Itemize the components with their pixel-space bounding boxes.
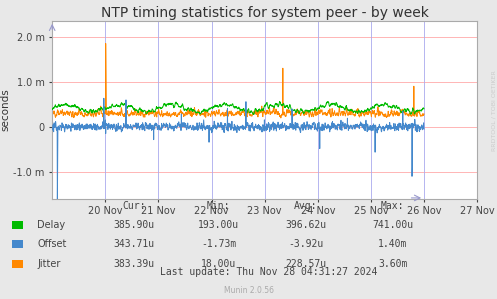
Text: 343.71u: 343.71u bbox=[114, 239, 155, 249]
Text: 383.39u: 383.39u bbox=[114, 259, 155, 269]
Text: 1.40m: 1.40m bbox=[378, 239, 408, 249]
Title: NTP timing statistics for system peer - by week: NTP timing statistics for system peer - … bbox=[101, 6, 428, 20]
Text: 18.00u: 18.00u bbox=[201, 259, 236, 269]
Text: -1.73m: -1.73m bbox=[201, 239, 236, 249]
Text: Last update: Thu Nov 28 04:31:27 2024: Last update: Thu Nov 28 04:31:27 2024 bbox=[160, 267, 377, 277]
Text: 193.00u: 193.00u bbox=[198, 220, 239, 230]
Text: 741.00u: 741.00u bbox=[372, 220, 413, 230]
Text: RRDTOOL / TOBI OETIKER: RRDTOOL / TOBI OETIKER bbox=[491, 70, 496, 151]
Text: Delay: Delay bbox=[37, 220, 66, 230]
Text: Max:: Max: bbox=[381, 201, 405, 211]
Text: Jitter: Jitter bbox=[37, 259, 61, 269]
Y-axis label: seconds: seconds bbox=[0, 89, 10, 131]
Text: Cur:: Cur: bbox=[122, 201, 146, 211]
Text: -3.92u: -3.92u bbox=[288, 239, 323, 249]
Text: Min:: Min: bbox=[207, 201, 231, 211]
Text: Avg:: Avg: bbox=[294, 201, 318, 211]
Text: Offset: Offset bbox=[37, 239, 67, 249]
Text: 228.57u: 228.57u bbox=[285, 259, 326, 269]
Text: Munin 2.0.56: Munin 2.0.56 bbox=[224, 286, 273, 295]
Text: 3.60m: 3.60m bbox=[378, 259, 408, 269]
Text: 385.90u: 385.90u bbox=[114, 220, 155, 230]
Text: 396.62u: 396.62u bbox=[285, 220, 326, 230]
